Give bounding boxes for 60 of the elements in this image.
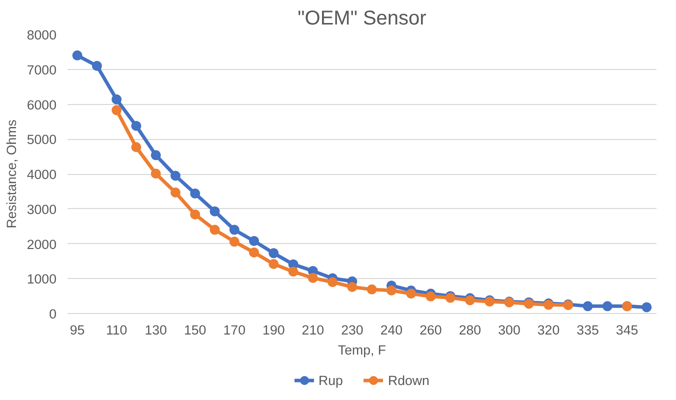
point [406, 288, 416, 299]
point [150, 168, 161, 179]
point [582, 301, 593, 312]
point [229, 224, 240, 235]
x-tick-label: 95 [70, 322, 85, 338]
x-tick-label: 280 [458, 322, 482, 338]
x-tick-label: 210 [302, 322, 324, 338]
point [92, 60, 102, 71]
point [112, 105, 122, 116]
point [249, 236, 260, 246]
legend-label: Rdown [388, 372, 430, 388]
point [112, 94, 122, 104]
point [366, 284, 377, 294]
point [229, 236, 240, 247]
point [602, 301, 612, 312]
x-tick-label: 240 [380, 322, 403, 338]
point [190, 209, 200, 220]
point [170, 170, 180, 181]
y-tick-label: 3000 [26, 202, 57, 217]
point [249, 247, 260, 258]
point [190, 188, 200, 199]
x-tick-label: 345 [616, 322, 638, 338]
point [210, 206, 220, 216]
point [131, 142, 142, 152]
x-tick-label: 230 [341, 322, 364, 338]
point [308, 272, 318, 283]
x-tick-label: 130 [144, 322, 167, 338]
y-tick-label: 7000 [26, 62, 57, 78]
x-tick-label: 190 [262, 322, 285, 338]
x-tick-label: 320 [537, 322, 560, 338]
point [288, 266, 298, 277]
y-axis-title: Resistance, Ohms [4, 119, 19, 228]
point [72, 50, 82, 60]
y-tick-label: 8000 [26, 28, 57, 42]
legend-label: Rup [318, 372, 343, 388]
x-tick-label: 260 [420, 322, 442, 338]
x-tick-label: 300 [498, 322, 520, 338]
x-tick-label: 150 [184, 322, 206, 338]
chart-title: "OEM" Sensor [298, 8, 427, 30]
x-axis-title: Temp, F [338, 342, 386, 358]
point [131, 120, 142, 131]
point [150, 150, 161, 160]
x-tick-label: 170 [223, 322, 246, 338]
point [386, 285, 396, 296]
point [347, 282, 358, 292]
point [170, 187, 180, 198]
point [426, 291, 436, 302]
y-tick-label: 6000 [26, 97, 57, 112]
point [642, 302, 652, 312]
x-tick-label: 335 [576, 322, 599, 338]
y-tick-label: 4000 [26, 167, 57, 182]
y-tick-label: 1000 [26, 272, 57, 287]
y-tick-label: 0 [49, 306, 57, 322]
point [328, 277, 338, 288]
y-tick-label: 2000 [26, 236, 57, 252]
point [268, 248, 279, 258]
point [268, 258, 279, 269]
x-tick-label: 110 [106, 322, 128, 338]
point [210, 224, 220, 235]
y-tick-label: 5000 [26, 132, 57, 148]
